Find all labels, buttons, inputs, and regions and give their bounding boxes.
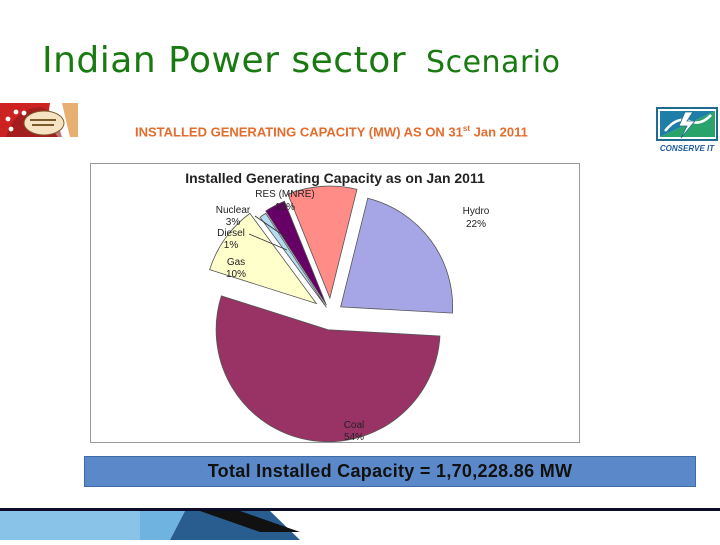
total-capacity-bar: Total Installed Capacity = 1,70,228.86 M…: [84, 456, 696, 487]
total-capacity-text: Total Installed Capacity = 1,70,228.86 M…: [207, 461, 573, 481]
leader-line-diesel: [248, 233, 288, 251]
slice-label-res-mnre: RES (MNRE): [255, 189, 314, 200]
slice-label-coal: Coal: [344, 420, 365, 431]
leader-line-nuclear: [254, 215, 288, 239]
slide-title: Indian Power sector Scenario: [42, 40, 560, 81]
slice-value-diesel: 1%: [224, 240, 239, 251]
conserve-it-logo: CONSERVE IT: [655, 106, 720, 154]
pie-slice-res-mnre: [287, 185, 358, 300]
slice-value-coal: 54%: [344, 432, 364, 443]
capacity-header: INSTALLED GENERATING CAPACITY (MW) AS ON…: [135, 124, 655, 139]
slide-title-main: Indian Power sector: [42, 40, 407, 81]
slice-value-res-mnre: 10%: [275, 202, 295, 213]
footer-decoration: [0, 508, 720, 540]
ministry-logo: [0, 103, 84, 137]
conserve-it-text: CONSERVE IT: [660, 144, 715, 153]
slice-label-diesel: Diesel: [217, 228, 245, 239]
slice-label-gas: Gas: [227, 257, 245, 268]
pie-slice-diesel: [259, 212, 327, 308]
pie-slice-coal: [215, 295, 441, 443]
pie-chart: Hydro22%Coal54%Gas10%Diesel1%Nuclear3%RE…: [209, 185, 490, 443]
pie-slice-hydro: [340, 197, 454, 314]
slice-label-hydro: Hydro: [463, 206, 490, 217]
chart-title: Installed Generating Capacity as on Jan …: [185, 170, 485, 186]
pie-chart-panel: Installed Generating Capacity as on Jan …: [90, 163, 580, 443]
slice-value-hydro: 22%: [466, 219, 486, 230]
capacity-header-tail: Jan 2011: [470, 124, 528, 140]
capacity-header-sup: st: [462, 124, 471, 133]
slice-value-gas: 10%: [226, 269, 246, 280]
pie-slice-nuclear: [265, 200, 327, 306]
slice-label-nuclear: Nuclear: [216, 205, 251, 216]
slice-value-nuclear: 3%: [226, 217, 241, 228]
capacity-header-main: INSTALLED GENERATING CAPACITY (MW) AS ON…: [135, 124, 463, 140]
slide-title-sub: Scenario: [426, 45, 561, 80]
pie-slice-gas: [209, 212, 318, 305]
